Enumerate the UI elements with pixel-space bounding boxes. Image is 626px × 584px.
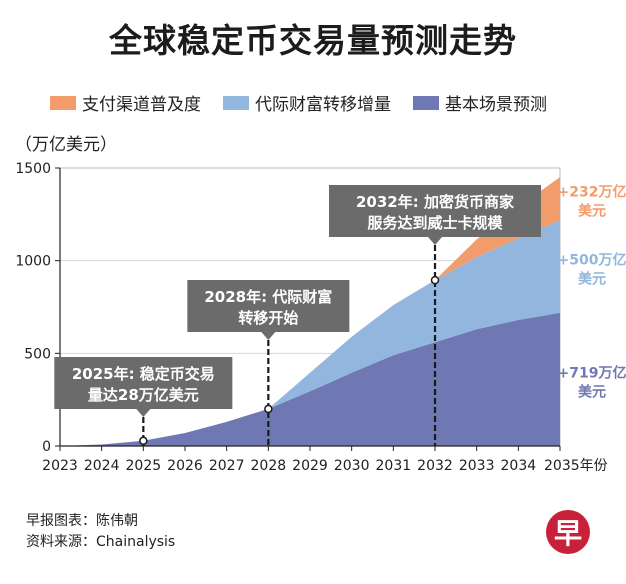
legend-item-payment: 支付渠道普及度 xyxy=(50,90,201,115)
annotation-2025-box xyxy=(54,357,233,409)
zaobao-logo: 早 xyxy=(546,510,590,554)
x-tick-label: 2023 xyxy=(42,458,78,474)
end-label-wealth-line1: +500万亿 xyxy=(558,251,626,268)
annotation-2025-marker xyxy=(139,436,148,446)
annotation-2032-pointer xyxy=(428,237,442,245)
y-tick-label: 1500 xyxy=(15,161,51,177)
x-tick-label: 2031 xyxy=(376,458,412,474)
footer-credit: 早报图表：陈伟朝 xyxy=(26,513,138,529)
x-tick-label: 2025 xyxy=(126,458,162,474)
annotation-2025-pointer xyxy=(136,409,151,417)
legend-label-base: 基本场景预测 xyxy=(445,95,547,115)
x-tick-label: 2028 xyxy=(251,458,287,474)
x-tick-label: 2026 xyxy=(167,458,203,474)
end-label-base-line2: 美元 xyxy=(578,383,606,400)
end-label-base-line1: +719万亿 xyxy=(558,364,626,381)
annotation-2032-line2: 服务达到威士卡规模 xyxy=(367,214,503,232)
annotation-2028-line1: 2028年: 代际财富 xyxy=(204,288,332,306)
end-label-payment-line2: 美元 xyxy=(578,203,606,220)
legend-label-payment: 支付渠道普及度 xyxy=(82,95,201,115)
annotation-2032-marker xyxy=(430,275,440,285)
y-unit-label: （万亿美元） xyxy=(15,135,117,155)
legend-item-wealth: 代际财富转移增量 xyxy=(223,90,391,115)
annotation-2028-marker xyxy=(264,404,273,414)
x-tick-label: 2032 xyxy=(417,458,453,474)
end-label-wealth-line2: 美元 xyxy=(578,270,606,287)
y-tick-label: 1000 xyxy=(15,254,51,270)
legend-swatch-payment xyxy=(50,95,76,110)
x-tick-label: 2024 xyxy=(84,458,120,474)
x-tick-label: 2034 xyxy=(501,458,537,474)
y-tick-label: 500 xyxy=(24,346,51,362)
annotation-2032-line1: 2032年: 加密货币商家 xyxy=(356,193,514,211)
x-tick-label: 2027 xyxy=(209,458,245,474)
legend: 支付渠道普及度 代际财富转移增量 基本场景预测 xyxy=(50,90,547,115)
footer-source: 资料来源：Chainalysis xyxy=(26,534,176,550)
legend-swatch-base xyxy=(413,95,439,110)
annotation-2028-box xyxy=(187,280,350,332)
x-tick-label: 2033 xyxy=(459,458,495,474)
x-tick-label: 2029 xyxy=(292,458,328,474)
annotation-2032-box xyxy=(329,185,541,237)
x-tick-label: 2030 xyxy=(334,458,370,474)
x-tick-label: 2035年份 xyxy=(544,458,608,474)
annotation-2028-line2: 转移开始 xyxy=(238,309,298,327)
area-wealth-transfer xyxy=(60,220,560,446)
annotation-2025-line1: 2025年: 稳定币交易 xyxy=(72,365,215,383)
end-label-payment-line1: +232万亿 xyxy=(558,184,626,201)
legend-label-wealth: 代际财富转移增量 xyxy=(255,95,391,115)
annotation-2025-line2: 量达28万亿美元 xyxy=(88,386,199,404)
y-tick-label: 0 xyxy=(42,439,51,455)
legend-item-base: 基本场景预测 xyxy=(413,90,547,115)
legend-swatch-wealth xyxy=(223,95,249,110)
chart-title: 全球稳定币交易量预测走势 xyxy=(109,21,517,60)
annotation-2028-pointer xyxy=(261,332,276,340)
